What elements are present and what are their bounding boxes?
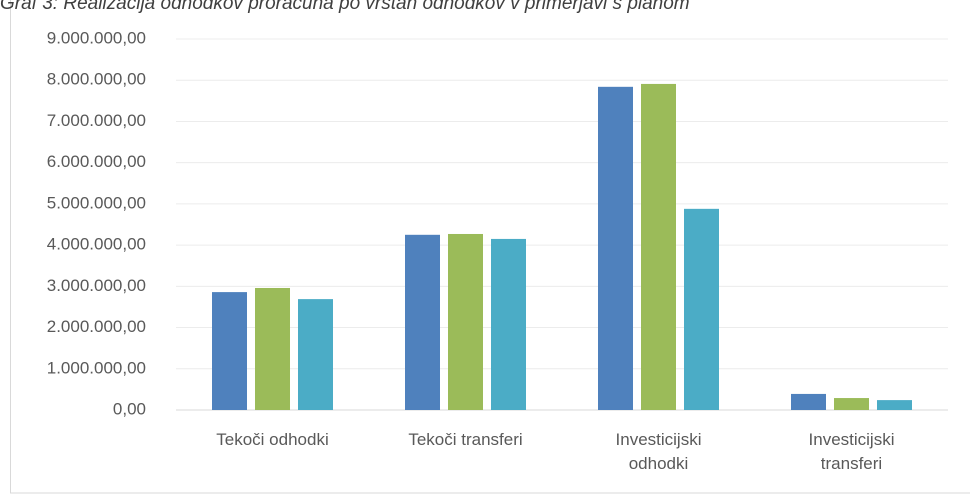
y-tick-label: 9.000.000,00: [47, 28, 146, 47]
x-tick-label: Tekoči transferi: [408, 430, 523, 449]
chart-frame: [10, 0, 970, 494]
x-tick-label: Investicijski odhodki: [615, 430, 702, 473]
y-tick-label: 0,00: [113, 399, 146, 418]
x-tick-label: Investicijski transferi: [808, 430, 895, 473]
bar: [448, 233, 483, 410]
bar: [877, 400, 912, 410]
x-tick-label: Tekoči odhodki: [216, 430, 329, 449]
y-tick-label: 3.000.000,00: [47, 276, 146, 295]
bar: [791, 393, 826, 410]
y-tick-label: 5.000.000,00: [47, 193, 146, 212]
y-tick-label: 2.000.000,00: [47, 317, 146, 336]
bar: [255, 287, 290, 410]
bar: [298, 299, 333, 410]
bar: [491, 238, 526, 410]
bar: [641, 83, 676, 410]
bar: [405, 234, 440, 410]
bar: [684, 208, 719, 410]
y-tick-label: 8.000.000,00: [47, 70, 146, 89]
y-tick-label: 6.000.000,00: [47, 152, 146, 171]
bar: [212, 292, 247, 410]
y-tick-label: 7.000.000,00: [47, 111, 146, 130]
bar: [834, 398, 869, 410]
chart-title: Graf 3: Realizacija odhodkov proračuna p…: [0, 0, 690, 14]
y-tick-label: 4.000.000,00: [47, 235, 146, 254]
y-tick-label: 1.000.000,00: [47, 358, 146, 377]
bar: [598, 86, 633, 410]
